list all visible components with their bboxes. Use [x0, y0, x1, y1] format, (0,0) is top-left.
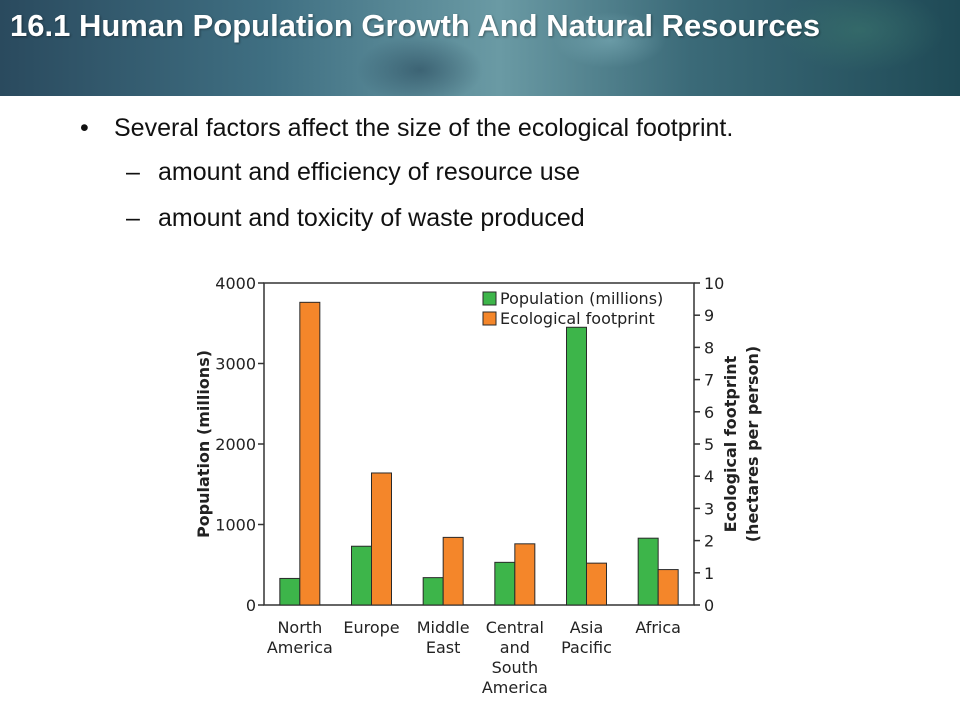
bullet-text: Several factors affect the size of the e…: [114, 114, 734, 142]
bar-footprint: [442, 536, 464, 606]
population-footprint-chart: 0 1000 2000 3000 4000 0 1 2 3 4 5 6 7 8 9 10 Population …: [194, 274, 762, 697]
category-label: America: [267, 638, 333, 657]
category-label: Pacific: [561, 638, 612, 657]
left-axis-title: Population (millions): [194, 350, 213, 538]
bar-population: [279, 577, 301, 606]
bar-population: [566, 326, 587, 606]
category-label: and: [500, 638, 530, 657]
right-axis-tick-label: 6: [704, 403, 714, 422]
legend-label: Population (millions): [500, 289, 663, 308]
slide-title: 16.1 Human Population Growth And Natural…: [10, 8, 821, 43]
sub-bullet-item: – amount and efficiency of resource use: [126, 158, 580, 187]
right-axis-title: Ecological footprint: [721, 355, 740, 532]
plot-frame: [263, 282, 695, 606]
bar-population: [351, 545, 372, 606]
bullet-item: • Several factors affect the size of the …: [80, 114, 733, 143]
left-axis-tick-label: 4000: [215, 274, 256, 293]
left-axis-tick-label: 2000: [215, 435, 256, 454]
sub-bullet-text: amount and toxicity of waste produced: [158, 204, 585, 232]
sub-bullet-text: amount and efficiency of resource use: [158, 158, 581, 186]
left-axis-tick-label: 0: [246, 596, 256, 615]
category-label: North: [277, 618, 322, 637]
bar-population: [637, 537, 659, 606]
sub-bullet-marker: –: [126, 158, 140, 186]
right-axis-tick-label: 7: [704, 371, 714, 390]
right-axis-tick-label: 9: [704, 306, 714, 325]
right-axis-tick-label: 1: [704, 564, 714, 583]
category-label: America: [482, 678, 548, 697]
category-label: Asia: [570, 618, 604, 637]
category-label: Central: [486, 618, 544, 637]
right-axis-tick-label: 2: [704, 532, 714, 551]
right-axis-title: (hectares per person): [743, 346, 762, 543]
right-axis-tick-label: 8: [704, 338, 714, 357]
right-axis-tick-label: 10: [704, 274, 724, 293]
bar-footprint: [514, 543, 536, 606]
bar-population: [494, 561, 516, 606]
left-axis-tick-label: 3000: [215, 355, 256, 374]
right-axis-tick-label: 5: [704, 435, 714, 454]
legend-swatch: [482, 291, 497, 306]
legend-label: Ecological footprint: [500, 309, 655, 328]
category-label: South: [492, 658, 539, 677]
legend-swatch: [482, 311, 497, 326]
sub-bullet-item: – amount and toxicity of waste produced: [126, 204, 585, 233]
bullet-marker: •: [80, 114, 89, 142]
bar-footprint: [657, 569, 679, 606]
category-label: Europe: [343, 618, 399, 637]
banner-background-image: [0, 0, 960, 96]
category-label: Africa: [635, 618, 681, 637]
right-axis-tick-label: 0: [704, 596, 714, 615]
right-axis-tick-label: 4: [704, 467, 714, 486]
bar-population: [422, 577, 444, 606]
bar-footprint: [299, 301, 321, 606]
category-label: East: [426, 638, 461, 657]
category-label: Middle: [417, 618, 470, 637]
bar-footprint: [371, 472, 392, 606]
sub-bullet-marker: –: [126, 204, 140, 232]
bar-footprint: [586, 562, 607, 606]
right-axis-tick-label: 3: [704, 499, 714, 518]
left-axis-tick-label: 1000: [215, 516, 256, 535]
title-banner: 16.1 Human Population Growth And Natural…: [0, 0, 960, 96]
